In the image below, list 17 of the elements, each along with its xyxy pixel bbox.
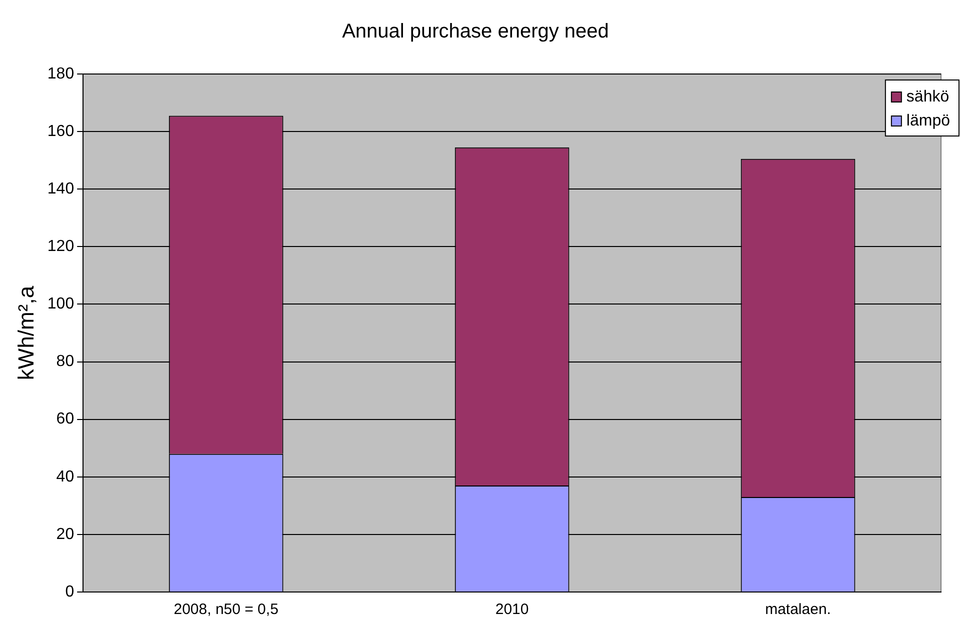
y-tick-label: 60 — [56, 410, 74, 428]
y-axis-title: kWh/m²,a — [13, 285, 38, 380]
chart-title: Annual purchase energy need — [342, 20, 609, 43]
x-tick-label: 2010 — [495, 601, 529, 618]
y-tick-label: 140 — [47, 180, 74, 198]
legend-label: lämpö — [906, 112, 950, 130]
y-tick-label: 0 — [65, 583, 74, 600]
legend-label: sähkö — [906, 88, 950, 106]
y-tick-label: 40 — [56, 468, 74, 486]
x-tick-label: matalaen. — [765, 601, 831, 618]
y-tick-label: 20 — [56, 526, 74, 543]
y-tick-label: 120 — [47, 238, 74, 256]
x-tick-label: 2008, n50 = 0,5 — [174, 601, 278, 618]
y-tick-label: 100 — [47, 296, 74, 313]
y-tick-label: 180 — [47, 65, 74, 82]
y-tick-label: 160 — [47, 122, 74, 140]
y-tick-label: 80 — [56, 353, 74, 370]
